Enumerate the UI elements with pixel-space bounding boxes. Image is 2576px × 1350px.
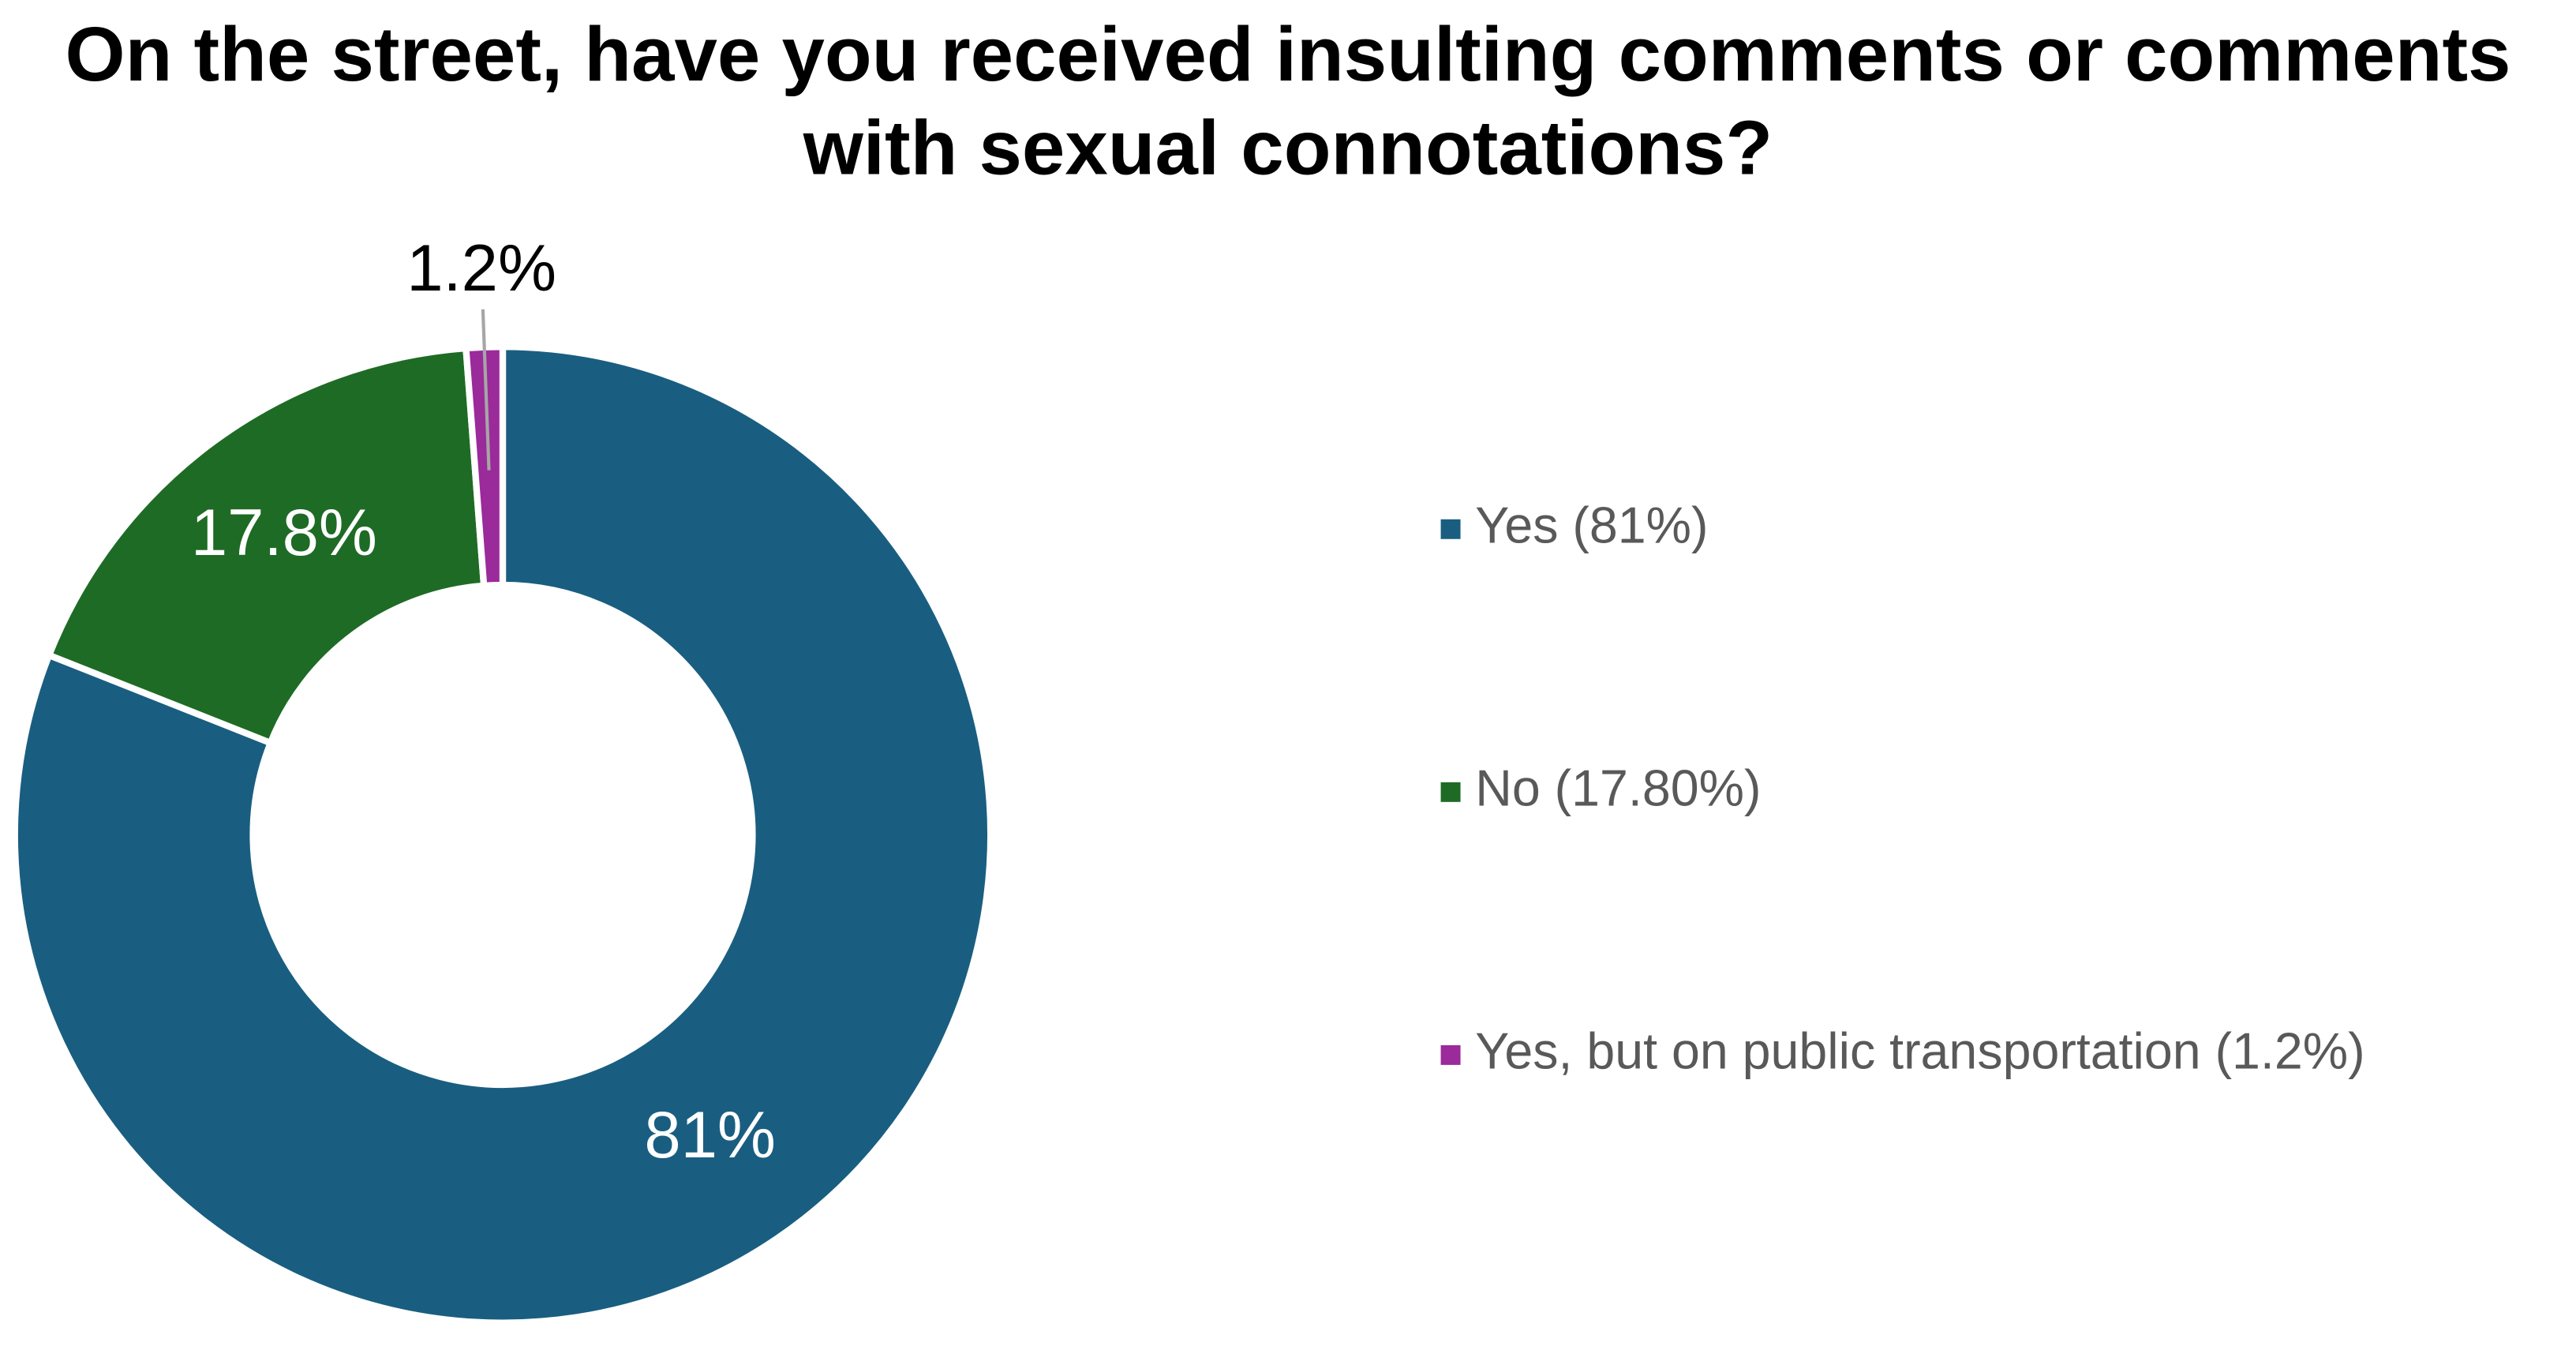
slice <box>44 344 488 748</box>
slice <box>462 343 507 590</box>
data-label: 17.8% <box>191 496 377 569</box>
legend-label: Yes (81%) <box>1475 497 1708 553</box>
legend-label: Yes, but on public transportation (1.2%) <box>1475 1022 2364 1079</box>
slice <box>11 343 994 1326</box>
legend-marker <box>1440 782 1461 802</box>
legend-label: No (17.80%) <box>1475 759 1761 816</box>
chart-title: On the street, have you received insulti… <box>65 9 2511 191</box>
data-label: 1.2% <box>406 231 556 305</box>
legend-marker <box>1440 519 1461 539</box>
legend-marker <box>1440 1044 1461 1065</box>
data-label: 81% <box>644 1098 776 1172</box>
leader-line <box>481 309 491 471</box>
